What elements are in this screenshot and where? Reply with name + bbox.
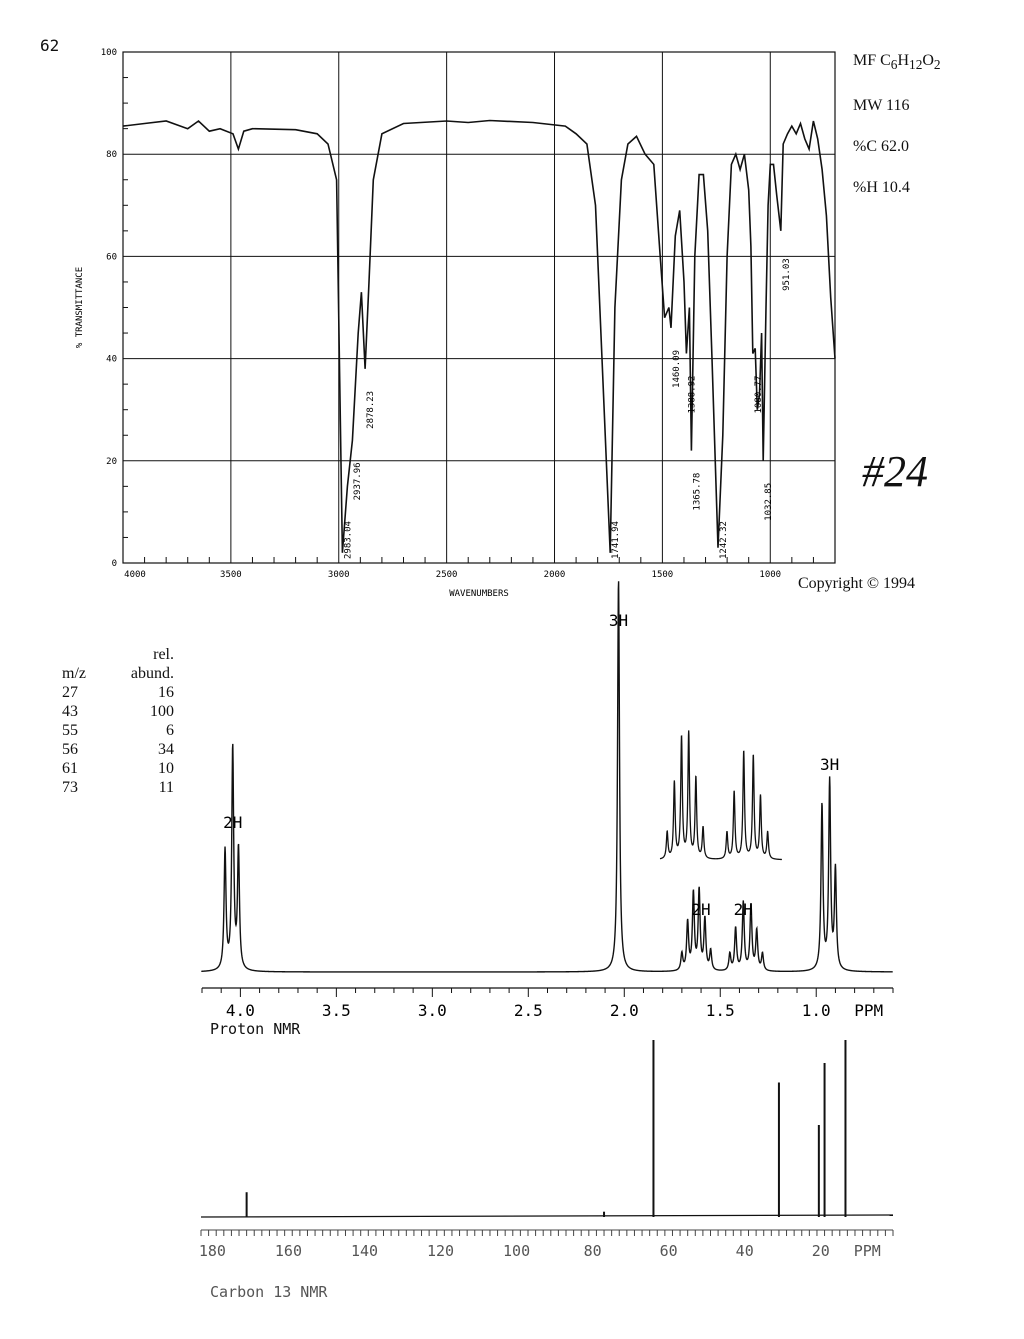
percent-hydrogen: %H 10.4 [853,179,910,197]
ir-peak-label: 1460.09 [672,350,682,388]
proton-nmr-integration-label: 2H [691,900,710,919]
carbon-nmr-x-tick-label: 20 [812,1242,830,1260]
proton-nmr-spectrum-line [201,581,893,973]
ir-peak-label: 1242.32 [719,521,729,559]
ir-plot-frame [122,51,836,564]
carbon-nmr-chart: 180 160 140 120 100 80 60 40 20 PPM [199,1040,894,1260]
ir-x-tick-label: 2500 [436,570,458,580]
ir-y-axis-label: % TRANSMITTANCE [75,267,85,348]
ir-peak-label: 2983.04 [343,521,353,559]
ms-row: 27 16 [62,684,174,701]
ir-peak-label: 2937.96 [353,462,363,500]
carbon-nmr-x-tick-label: 40 [736,1242,754,1260]
molecular-formula: MF C6H12O2 [853,52,941,73]
ms-row: 61 10 [62,760,174,777]
ir-y-tick-label: 100 [101,48,117,58]
carbon-nmr-x-tick-label: 160 [275,1242,302,1260]
ir-x-axis-label: WAVENUMBERS [449,589,509,599]
carbon-nmr-x-tick-label: 100 [503,1242,530,1260]
ir-peak-label: 1365.78 [692,473,702,511]
proton-nmr-integration-label: 3H [609,611,628,630]
proton-nmr-integration-label: 2H [734,900,753,919]
proton-nmr-x-tick-label: 2.5 [514,1001,543,1020]
proton-nmr-x-tick-label: 4.0 [226,1001,255,1020]
proton-nmr-integration-label: 2H [223,813,242,832]
ir-x-tick-label: 3000 [328,570,350,580]
carbon-nmr-title: Carbon 13 NMR [210,1283,328,1301]
carbon-nmr-baseline [200,1214,894,1218]
ir-spectrum-line [122,119,836,553]
ir-x-tick-label: 1500 [652,570,674,580]
handwritten-sample-number: #24 [862,447,928,496]
ir-x-tick-label: 2000 [544,570,566,580]
proton-nmr-x-tick-label: 3.0 [418,1001,447,1020]
ir-y-tick-label: 0 [112,559,117,569]
ms-row: 43 100 [62,703,174,720]
proton-nmr-x-tick-label: 1.0 [802,1001,831,1020]
ir-y-tick-label: 20 [106,457,117,467]
proton-nmr-chart: 4.0 3.5 3.0 2.5 2.0 1.5 1.0 PPM 2H 3H 2H 2H 3H [201,581,894,1020]
proton-nmr-x-tick-label: 2.0 [610,1001,639,1020]
carbon-nmr-x-tick-label: 180 [199,1242,226,1260]
proton-nmr-expansion-inset [659,730,782,861]
carbon-nmr-x-tick-label: 80 [584,1242,602,1260]
ir-y-tick-label: 60 [106,252,117,262]
ms-row: 56 34 [62,741,174,758]
proton-nmr-title: Proton NMR [210,1020,301,1038]
carbon-nmr-x-tick-label: 120 [427,1242,454,1260]
ir-peak-label: 1388.92 [687,376,697,414]
ir-peak-label: 1741.94 [611,521,621,559]
ir-x-tick-label: 1000 [759,570,781,580]
molecular-weight: MW 116 [853,97,910,115]
percent-carbon: %C 62.0 [853,138,909,156]
ir-peak-label: 2878.23 [366,391,376,429]
ms-row: 73 11 [62,779,174,796]
page-number: 62 [40,36,60,55]
ir-x-tick-label: 3500 [220,570,242,580]
proton-nmr-x-tick-label: 1.5 [706,1001,735,1020]
proton-nmr-x-unit: PPM [854,1001,883,1020]
ms-header-mz: m/z [62,665,86,682]
copyright-notice: Copyright © 1994 [798,575,916,592]
ms-header-rel: rel. [153,646,174,663]
carbon-nmr-x-tick-label: 60 [660,1242,678,1260]
ir-peak-label: 1032.85 [764,483,774,521]
carbon-nmr-x-unit: PPM [854,1242,881,1260]
ir-peak-label: 1080.77 [754,376,764,414]
ir-peak-label: 951.03 [782,258,792,291]
ir-y-tick-label: 40 [106,355,117,365]
ms-header-abund: abund. [130,665,174,682]
proton-nmr-x-tick-label: 3.5 [322,1001,351,1020]
carbon-nmr-x-tick-label: 140 [351,1242,378,1260]
molecular-formula-block: MF C6H12O2 MW 116 %C 62.0 %H 10.4 [853,40,941,208]
mass-spec-table: rel. m/z abund. 27 16 43 100 55 6 56 34 61 10 … [62,645,174,797]
proton-nmr-integration-label: 3H [820,755,839,774]
ir-x-tick-label: 4000 [124,570,146,580]
ir-spectrum-chart: 0 20 40 60 80 100 4000 3500 3000 2500 2000 1500 1000… [75,48,836,599]
ir-y-tick-label: 80 [106,150,117,160]
ms-row: 55 6 [62,722,174,739]
